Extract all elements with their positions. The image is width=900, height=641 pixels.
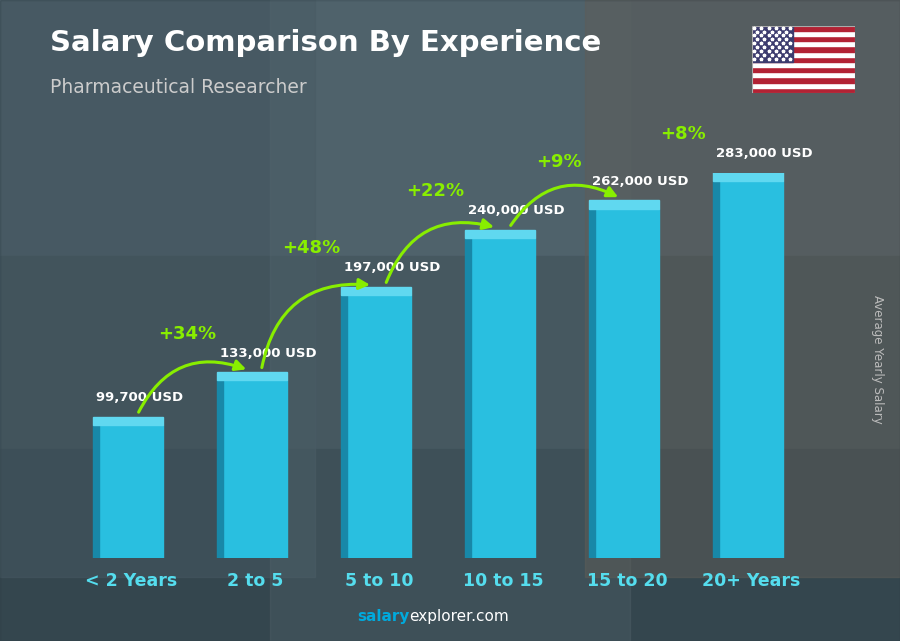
Bar [752, 62, 855, 67]
Bar [752, 88, 855, 93]
Text: +8%: +8% [660, 125, 706, 143]
Bar [752, 51, 855, 56]
Text: +22%: +22% [406, 182, 464, 200]
Bar [217, 381, 223, 558]
Bar [752, 46, 855, 51]
Text: 283,000 USD: 283,000 USD [716, 147, 813, 160]
Bar [752, 26, 793, 62]
Bar [713, 172, 783, 181]
Text: +34%: +34% [158, 325, 216, 343]
Bar [341, 287, 411, 296]
Bar [465, 238, 471, 558]
Text: +48%: +48% [282, 240, 340, 258]
Text: Salary Comparison By Experience: Salary Comparison By Experience [50, 29, 601, 57]
Text: Average Yearly Salary: Average Yearly Salary [871, 295, 884, 423]
Bar [713, 181, 718, 558]
Bar [270, 0, 630, 641]
Bar [752, 72, 855, 78]
Bar [346, 296, 411, 558]
Text: 197,000 USD: 197,000 USD [345, 262, 441, 274]
Bar [93, 425, 99, 558]
Text: 240,000 USD: 240,000 USD [468, 204, 565, 217]
Bar [0, 449, 900, 641]
Text: 133,000 USD: 133,000 USD [220, 347, 317, 360]
Bar [0, 0, 900, 256]
Bar [0, 256, 900, 449]
Text: Pharmaceutical Researcher: Pharmaceutical Researcher [50, 78, 306, 97]
Bar [752, 67, 855, 72]
Text: 99,700 USD: 99,700 USD [96, 391, 184, 404]
Bar [341, 296, 346, 558]
Bar [752, 78, 855, 83]
Bar [223, 381, 287, 558]
Bar [217, 372, 287, 381]
Bar [93, 417, 164, 425]
Bar [718, 181, 783, 558]
Bar [595, 208, 659, 558]
Text: 262,000 USD: 262,000 USD [592, 175, 688, 188]
Bar [752, 41, 855, 46]
Bar [589, 200, 659, 208]
Bar [752, 83, 855, 88]
Bar [585, 0, 900, 577]
Bar [752, 26, 855, 31]
Bar [99, 425, 164, 558]
Text: +9%: +9% [536, 153, 581, 171]
Bar [752, 56, 855, 62]
Bar [465, 229, 536, 238]
Bar [471, 238, 536, 558]
Bar [589, 208, 595, 558]
Text: explorer.com: explorer.com [410, 609, 509, 624]
Text: salary: salary [357, 609, 410, 624]
Bar [752, 31, 855, 36]
Bar [0, 0, 315, 577]
Bar [752, 36, 855, 41]
